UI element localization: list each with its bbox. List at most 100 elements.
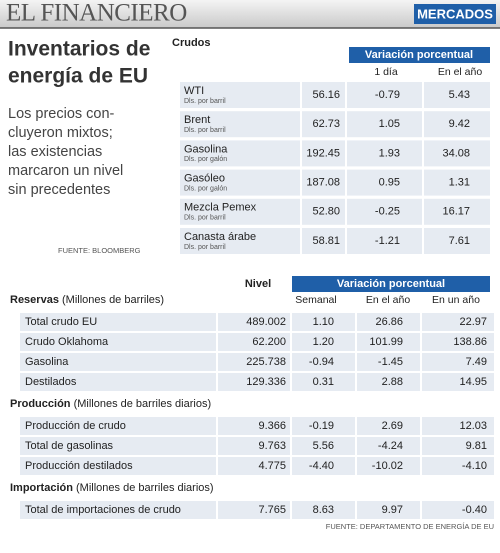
cell bbox=[218, 373, 290, 391]
cell-value: 58.81 bbox=[312, 235, 340, 247]
cell bbox=[357, 437, 420, 455]
cell-value: 62.73 bbox=[312, 118, 340, 130]
cell-value: -4.10 bbox=[462, 460, 487, 472]
cell-value: 7.61 bbox=[449, 235, 470, 247]
cell bbox=[347, 140, 422, 167]
cell bbox=[422, 417, 494, 435]
section-name: Importación bbox=[10, 482, 73, 494]
cell bbox=[422, 457, 494, 475]
cell bbox=[20, 457, 216, 475]
cell-value: -1.21 bbox=[375, 235, 400, 247]
column-header: En un año bbox=[432, 294, 480, 306]
cell bbox=[218, 333, 290, 351]
cell bbox=[180, 169, 300, 196]
title: Inventarios de bbox=[8, 38, 150, 61]
section-name: Reservas bbox=[10, 294, 59, 306]
cell bbox=[424, 82, 490, 108]
cell bbox=[218, 501, 290, 519]
cell bbox=[422, 501, 494, 519]
cell bbox=[347, 111, 422, 138]
cell-value: -4.40 bbox=[309, 460, 334, 472]
section-unit: (Millones de barriles diarios) bbox=[74, 398, 212, 410]
cell-value: 4.775 bbox=[258, 460, 286, 472]
group-header: Variación porcentual bbox=[337, 278, 445, 290]
row-name: Total de gasolinas bbox=[25, 440, 114, 452]
row-unit: Dls. por galón bbox=[184, 156, 227, 163]
cell-value: 101.99 bbox=[369, 336, 403, 348]
cell-value: 2.88 bbox=[382, 376, 403, 388]
cell-value: -0.79 bbox=[375, 89, 400, 101]
cell bbox=[292, 457, 355, 475]
group-header-box bbox=[349, 47, 490, 63]
row-unit: Dls. por barril bbox=[184, 98, 226, 105]
row-name: Gasolina bbox=[184, 143, 228, 155]
row-name: Producción de crudo bbox=[25, 420, 126, 432]
table-label: Crudos bbox=[172, 37, 211, 49]
cell bbox=[20, 437, 216, 455]
row-name: WTI bbox=[184, 85, 204, 97]
source: FUENTE: DEPARTAMENTO DE ENERGÍA DE EU bbox=[326, 522, 494, 531]
cell bbox=[422, 353, 494, 371]
cell-value: 26.86 bbox=[375, 316, 403, 328]
row-name: Crudo Oklahoma bbox=[25, 336, 109, 348]
cell-value: -10.02 bbox=[372, 460, 403, 472]
cell bbox=[357, 353, 420, 371]
cell bbox=[357, 501, 420, 519]
cell-value: 138.86 bbox=[453, 336, 487, 348]
cell bbox=[357, 313, 420, 331]
row-name: Brent bbox=[184, 114, 210, 126]
cell bbox=[180, 111, 300, 138]
cell bbox=[357, 417, 420, 435]
cell bbox=[347, 169, 422, 196]
cell bbox=[218, 313, 290, 331]
section-box bbox=[414, 4, 496, 24]
cell-value: 1.20 bbox=[313, 336, 334, 348]
cell-value: 34.08 bbox=[442, 147, 470, 159]
column-header: 1 día bbox=[374, 66, 398, 78]
row-name: Producción destilados bbox=[25, 460, 133, 472]
row-name: Gasolina bbox=[25, 356, 69, 368]
cell-value: 14.95 bbox=[459, 376, 487, 388]
cell bbox=[357, 333, 420, 351]
cell-value: -1.45 bbox=[378, 356, 403, 368]
cell bbox=[302, 82, 345, 108]
cell-value: 9.366 bbox=[258, 420, 286, 432]
cell bbox=[218, 417, 290, 435]
cell-value: 192.45 bbox=[306, 147, 340, 159]
cell bbox=[424, 140, 490, 167]
group-header: Variación porcentual bbox=[365, 49, 473, 61]
cell bbox=[424, 198, 490, 225]
cell bbox=[302, 169, 345, 196]
section-title: Reservas (Millones de barriles) bbox=[10, 294, 164, 306]
row-name: Total crudo EU bbox=[25, 316, 97, 328]
cell bbox=[218, 353, 290, 371]
description: sin precedentes bbox=[8, 182, 110, 198]
description: las existencias bbox=[8, 144, 102, 160]
cell bbox=[357, 373, 420, 391]
cell bbox=[302, 228, 345, 254]
cell bbox=[347, 228, 422, 254]
column-header: En el año bbox=[366, 294, 411, 306]
cell-value: 1.93 bbox=[379, 147, 400, 159]
section-title: Producción (Millones de barriles diarios… bbox=[10, 398, 211, 410]
cell bbox=[218, 457, 290, 475]
cell bbox=[357, 457, 420, 475]
cell bbox=[347, 198, 422, 225]
cell bbox=[424, 228, 490, 254]
description: cluyeron mixtos; bbox=[8, 125, 113, 141]
cell bbox=[180, 198, 300, 225]
cell bbox=[292, 373, 355, 391]
cell bbox=[292, 333, 355, 351]
cell-value: 7.765 bbox=[258, 504, 286, 516]
cell-value: -0.19 bbox=[309, 420, 334, 432]
cell bbox=[20, 417, 216, 435]
cell-value: 1.10 bbox=[313, 316, 334, 328]
cell-value: 62.200 bbox=[252, 336, 286, 348]
cell-value: -0.40 bbox=[462, 504, 487, 516]
brand: EL FINANCIERO bbox=[6, 0, 187, 27]
cell bbox=[180, 140, 300, 167]
cell-value: 1.05 bbox=[379, 118, 400, 130]
section-title: Importación (Millones de barriles diario… bbox=[10, 482, 214, 494]
description: Los precios con- bbox=[8, 106, 115, 122]
